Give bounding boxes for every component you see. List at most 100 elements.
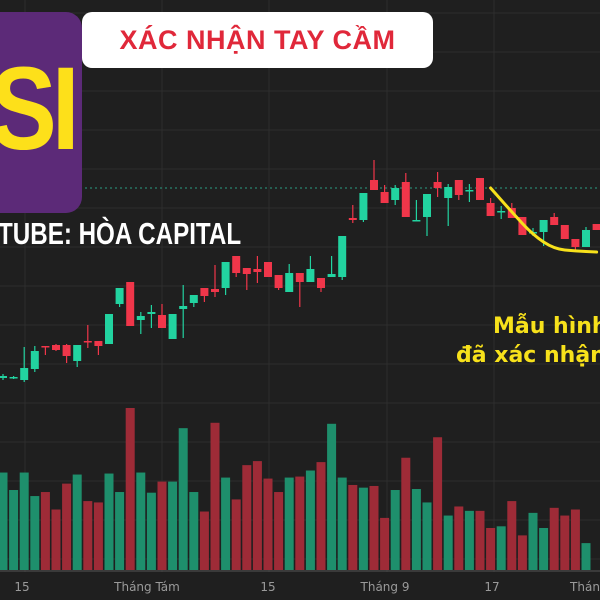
- volume-bar: [443, 515, 453, 570]
- volume-bar: [486, 527, 496, 570]
- volume-bar: [178, 428, 188, 570]
- candle-body: [444, 187, 453, 198]
- volume-bar: [263, 478, 273, 570]
- candle-body: [126, 282, 135, 326]
- volume-bar: [337, 477, 347, 570]
- x-tick-label: 15: [14, 580, 30, 594]
- x-tick-label: 17: [484, 580, 500, 594]
- candle-body: [370, 180, 378, 190]
- volume-bar: [115, 492, 125, 570]
- volume-bar: [422, 502, 432, 570]
- volume-bar: [125, 408, 135, 570]
- candle-body: [550, 217, 559, 225]
- candle-body: [168, 314, 177, 339]
- candle-body: [295, 273, 304, 282]
- candle-body: [338, 236, 347, 277]
- volume-bar: [570, 509, 580, 570]
- badge-text: XÁC NHẬN TAY CẦM: [119, 24, 396, 55]
- volume-bar: [157, 481, 167, 570]
- candle-body: [486, 203, 495, 216]
- candle-body: [433, 182, 442, 188]
- candle-body: [41, 346, 50, 348]
- candle-body: [20, 368, 29, 380]
- candle-body: [147, 312, 156, 314]
- x-tick-label: Thán: [570, 580, 600, 594]
- candle-body: [497, 211, 506, 213]
- candle-body: [539, 220, 548, 232]
- candle-body: [105, 314, 113, 344]
- volume-bar: [189, 492, 199, 570]
- channel-text: TUBE: HÒA CAPITAL: [0, 216, 242, 251]
- candle-body: [73, 345, 82, 361]
- candle-body: [380, 192, 389, 203]
- candle-body: [359, 193, 368, 220]
- volume-bar: [433, 437, 443, 570]
- volume-bar: [549, 507, 559, 570]
- volume-bar: [454, 506, 464, 570]
- candle-body: [454, 180, 463, 195]
- x-tick-label: 15: [260, 580, 276, 594]
- volume-bar: [136, 472, 146, 570]
- candle-body: [52, 345, 60, 350]
- volume-bar: [252, 461, 262, 570]
- volume-bar: [358, 487, 368, 570]
- volume-bar: [539, 527, 549, 570]
- volume-bar: [51, 509, 61, 570]
- candle-body: [115, 288, 124, 304]
- candle-body: [476, 178, 484, 200]
- volume-bar: [475, 510, 485, 570]
- candle-body: [391, 188, 400, 200]
- volume-bar: [390, 490, 400, 570]
- volume-bar: [496, 526, 506, 570]
- volume-bar: [380, 517, 390, 570]
- volume-bar: [9, 490, 19, 570]
- candle-body: [232, 256, 241, 273]
- volume-bar: [528, 512, 538, 570]
- volume-bar: [19, 472, 29, 570]
- candle-body: [592, 224, 600, 230]
- volume-bar: [0, 472, 8, 570]
- title-badge: XÁC NHẬN TAY CẦM: [82, 12, 433, 68]
- volume-bar: [369, 485, 379, 570]
- volume-bar: [316, 462, 326, 570]
- annotation-line-2: đã xác nhận: [456, 343, 600, 368]
- logo: SI: [0, 12, 82, 213]
- volume-bar: [411, 489, 421, 570]
- volume-bar: [146, 492, 156, 570]
- x-tick-label: Tháng 9: [360, 580, 410, 594]
- volume-bar: [30, 496, 40, 570]
- volume-bar: [295, 476, 305, 570]
- candle-body: [423, 194, 431, 217]
- candle-body: [94, 341, 103, 346]
- candle-body: [518, 217, 527, 235]
- volume-bar: [221, 477, 231, 570]
- candle-body: [327, 274, 336, 277]
- candle-body: [264, 262, 272, 277]
- candle-body: [136, 316, 145, 320]
- x-tick-label: Tháng Tám: [114, 580, 180, 594]
- cup-pattern-curve: [489, 186, 599, 254]
- candle-body: [348, 218, 357, 220]
- volume-bar: [199, 511, 209, 570]
- volume-bar: [274, 492, 284, 570]
- candle-body: [306, 269, 315, 282]
- volume-bar: [210, 422, 220, 570]
- candle-body: [274, 275, 283, 288]
- volume-bar: [581, 543, 591, 570]
- candle-body: [242, 268, 251, 274]
- volume-bar: [93, 502, 103, 570]
- volume-bar: [231, 499, 241, 570]
- candle-body: [560, 225, 569, 239]
- volume-bar: [242, 465, 252, 570]
- candle-body: [582, 230, 590, 247]
- volume-bar: [284, 477, 294, 570]
- candle-body: [9, 377, 18, 379]
- volume-bar: [517, 535, 527, 570]
- logo-text: SI: [0, 43, 79, 175]
- candle-body: [30, 351, 39, 369]
- volume-bar: [168, 481, 178, 570]
- candle-body: [189, 295, 198, 303]
- volume-bar: [72, 474, 82, 570]
